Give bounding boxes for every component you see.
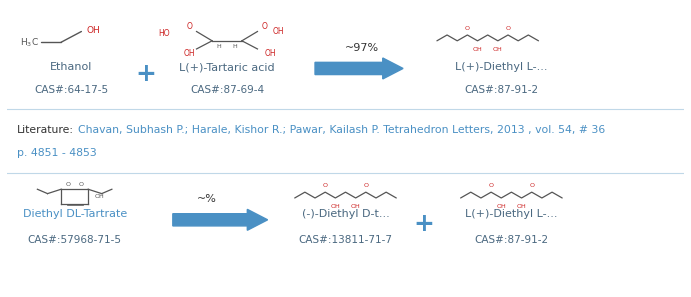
Text: OH: OH — [95, 194, 105, 199]
Text: OH: OH — [351, 204, 361, 209]
Text: Ethanol: Ethanol — [50, 62, 93, 72]
Text: OH: OH — [184, 48, 196, 58]
Text: CAS#:87-91-2: CAS#:87-91-2 — [464, 85, 538, 95]
Text: H$_3$C: H$_3$C — [20, 36, 39, 48]
Text: O: O — [79, 182, 84, 187]
Text: +: + — [135, 62, 156, 86]
Text: CAS#:13811-71-7: CAS#:13811-71-7 — [299, 235, 392, 245]
FancyArrow shape — [315, 58, 403, 79]
Text: O: O — [363, 183, 368, 188]
Text: H: H — [233, 44, 238, 48]
Text: ~97%: ~97% — [346, 43, 379, 53]
Text: Diethyl DL-Tartrate: Diethyl DL-Tartrate — [23, 209, 126, 219]
Text: +: + — [413, 212, 434, 236]
Text: L(+)-Tartaric acid: L(+)-Tartaric acid — [179, 62, 275, 72]
Text: O: O — [187, 22, 193, 31]
Text: Chavan, Subhash P.; Harale, Kishor R.; Pawar, Kailash P. Tetrahedron Letters, 20: Chavan, Subhash P.; Harale, Kishor R.; P… — [78, 124, 605, 135]
Text: OH: OH — [517, 204, 527, 209]
Text: O: O — [529, 183, 534, 188]
Text: OH: OH — [493, 47, 503, 52]
Text: L(+)-Diethyl L-...: L(+)-Diethyl L-... — [455, 62, 547, 72]
Text: O: O — [489, 183, 493, 188]
Text: OH: OH — [273, 27, 285, 36]
Text: (-)-Diethyl D-t...: (-)-Diethyl D-t... — [302, 209, 389, 219]
Text: OH: OH — [496, 204, 506, 209]
Text: L(+)-Diethyl L-...: L(+)-Diethyl L-... — [465, 209, 558, 219]
Text: O: O — [323, 183, 328, 188]
Text: O: O — [66, 182, 70, 187]
Text: HO: HO — [158, 29, 169, 38]
Text: OH: OH — [86, 26, 100, 35]
Text: O: O — [465, 26, 470, 31]
Text: CAS#:87-69-4: CAS#:87-69-4 — [190, 85, 264, 95]
Text: CAS#:64-17-5: CAS#:64-17-5 — [34, 85, 108, 95]
Text: ~%: ~% — [197, 195, 216, 204]
Text: O: O — [506, 26, 511, 31]
Text: p. 4851 - 4853: p. 4851 - 4853 — [17, 148, 97, 158]
Text: OH: OH — [264, 48, 276, 58]
Text: CAS#:57968-71-5: CAS#:57968-71-5 — [28, 235, 122, 245]
Text: OH: OH — [473, 47, 482, 52]
FancyArrow shape — [173, 209, 267, 230]
Text: H: H — [216, 44, 221, 48]
Text: Literature:: Literature: — [17, 124, 74, 135]
Text: O: O — [261, 22, 267, 31]
Text: OH: OH — [330, 204, 340, 209]
Text: CAS#:87-91-2: CAS#:87-91-2 — [474, 235, 549, 245]
